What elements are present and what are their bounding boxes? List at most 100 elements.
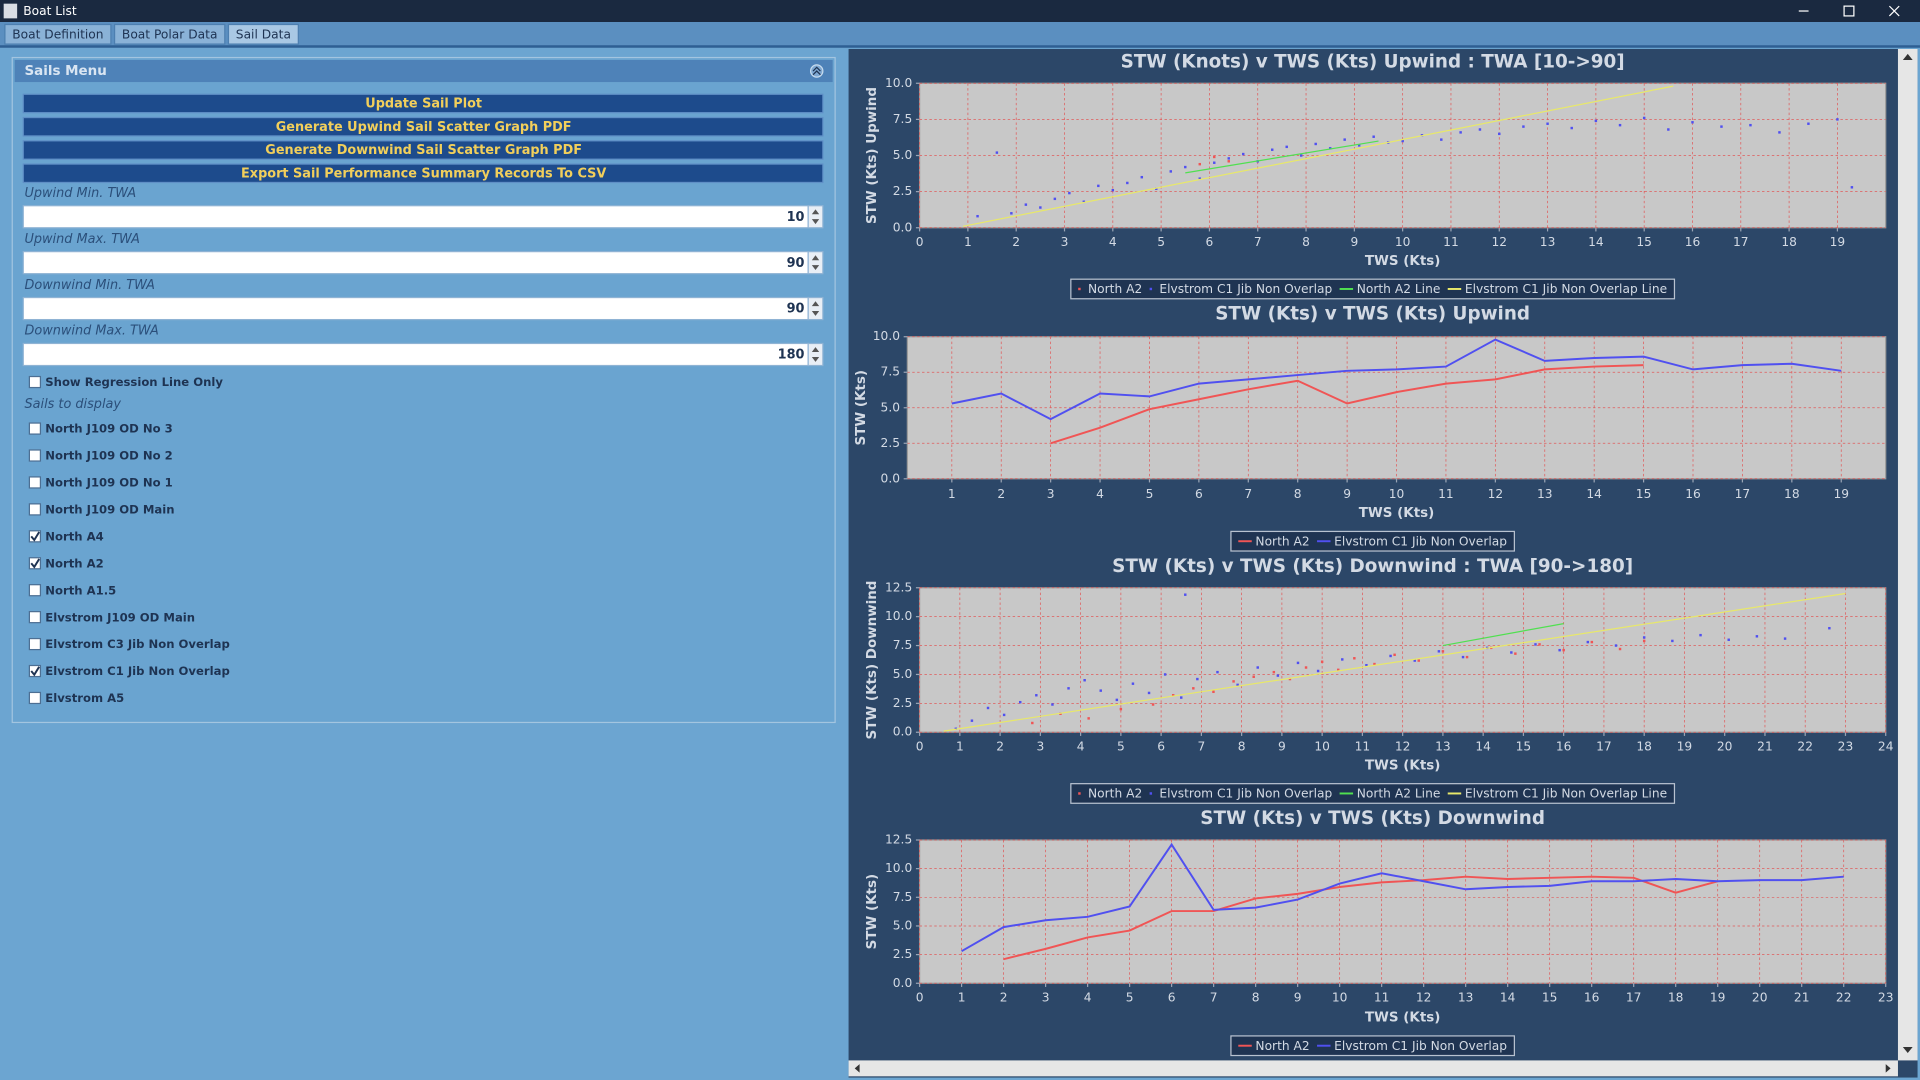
scatter-point xyxy=(1534,643,1537,646)
scatter-point xyxy=(1720,125,1723,128)
legend-label: Elvstrom C1 Jib Non Overlap xyxy=(1159,787,1332,801)
checkbox[interactable] xyxy=(28,611,42,624)
scatter-point xyxy=(1099,689,1102,692)
number-field[interactable] xyxy=(22,296,809,321)
scatter-point xyxy=(1755,635,1759,638)
x-tick-label: 11 xyxy=(1443,235,1459,249)
legend xyxy=(1070,783,1676,804)
menu-button-label: Generate Downwind Sail Scatter Graph PDF xyxy=(265,143,582,158)
checkbox[interactable] xyxy=(28,422,42,435)
scatter-point xyxy=(1478,128,1482,131)
tab[interactable] xyxy=(227,23,299,45)
legend-label: North A2 xyxy=(1255,534,1309,548)
x-tick-label: 1 xyxy=(948,487,956,501)
checkbox[interactable] xyxy=(28,530,42,543)
y-axis-label: STW (Kts) Downwind xyxy=(865,581,880,740)
x-tick-label: 17 xyxy=(1733,235,1749,249)
menu-button[interactable] xyxy=(22,93,824,114)
tab[interactable] xyxy=(113,23,226,45)
x-tick-label: 6 xyxy=(1168,990,1176,1004)
number-field[interactable] xyxy=(22,205,809,229)
title-bar xyxy=(0,0,1920,23)
scatter-point xyxy=(1068,191,1071,195)
spinner[interactable] xyxy=(807,342,824,367)
sail-option-label: North A2 xyxy=(45,556,103,570)
checkbox[interactable] xyxy=(28,664,42,678)
tab[interactable] xyxy=(4,23,112,45)
checkbox[interactable] xyxy=(28,637,42,651)
checkbox[interactable] xyxy=(28,375,42,389)
scatter-point xyxy=(1285,145,1288,149)
number-field[interactable] xyxy=(22,251,809,275)
restore-button[interactable] xyxy=(1843,5,1855,17)
checkbox[interactable] xyxy=(28,557,42,570)
x-tick-label: 20 xyxy=(1717,739,1733,753)
x-tick-label: 3 xyxy=(1061,235,1069,249)
x-tick-label: 17 xyxy=(1735,487,1751,501)
checkbox[interactable] xyxy=(28,691,42,705)
y-axis-label: STW (Kts) Upwind xyxy=(865,87,880,224)
checkbox[interactable] xyxy=(28,449,42,462)
x-tick-label: 12 xyxy=(1488,487,1504,501)
field-label: Upwind Max. TWA xyxy=(24,232,139,247)
x-tick-label: 6 xyxy=(1195,487,1203,501)
close-button[interactable] xyxy=(1888,5,1900,17)
menu-button[interactable] xyxy=(22,140,824,160)
scatter-point xyxy=(1276,674,1280,677)
menu-button[interactable] xyxy=(22,163,824,184)
checkbox-label: Show Regression Line Only xyxy=(45,375,223,389)
scatter-point xyxy=(1299,154,1303,157)
sail-option-label: Elvstrom C1 Jib Non Overlap xyxy=(45,664,229,678)
number-field[interactable] xyxy=(22,342,809,367)
scatter-point xyxy=(1341,658,1344,661)
scatter-point xyxy=(976,214,979,218)
x-tick-label: 15 xyxy=(1636,235,1652,249)
horizontal-scrollbar[interactable] xyxy=(848,1060,1898,1077)
x-tick-label: 10 xyxy=(1395,235,1411,249)
vertical-scrollbar[interactable] xyxy=(1897,48,1918,1061)
x-tick-label: 10 xyxy=(1332,990,1348,1004)
scatter-point xyxy=(1035,694,1038,697)
x-axis-label: TWS (Kts) xyxy=(1359,506,1435,521)
scatter-point xyxy=(1558,648,1561,652)
scatter-point xyxy=(1671,639,1674,643)
x-tick-label: 4 xyxy=(1077,739,1085,753)
scatter-point xyxy=(1461,655,1465,659)
spinner-arrows xyxy=(811,347,820,362)
scatter-point xyxy=(1522,125,1525,128)
scatter-point xyxy=(1642,639,1646,643)
x-tick-label: 8 xyxy=(1294,487,1302,501)
scatter-point xyxy=(1067,687,1070,690)
scatter-point xyxy=(1459,131,1462,134)
scatter-point xyxy=(1642,636,1646,639)
spinner[interactable] xyxy=(807,251,824,275)
x-tick-label: 18 xyxy=(1784,487,1800,501)
x-tick-label: 12 xyxy=(1491,235,1507,249)
legend-symbol xyxy=(1078,792,1081,795)
menu-button[interactable] xyxy=(22,116,824,137)
scatter-point xyxy=(1314,142,1317,146)
scatter-point xyxy=(1498,132,1501,136)
scatter-point xyxy=(1147,691,1151,695)
x-tick-label: 24 xyxy=(1878,739,1894,753)
scatter-point xyxy=(1618,123,1622,127)
x-tick-label: 8 xyxy=(1238,739,1246,753)
checkbox[interactable] xyxy=(28,503,42,516)
scatter-point xyxy=(1184,165,1187,169)
scatter-point xyxy=(1171,694,1175,697)
legend-label: Elvstrom C1 Jib Non Overlap xyxy=(1159,282,1332,296)
checkbox[interactable] xyxy=(28,584,42,597)
x-tick-label: 11 xyxy=(1355,739,1371,753)
scatter-point xyxy=(986,706,990,710)
spinner[interactable] xyxy=(807,296,824,321)
scatter-point xyxy=(1288,677,1292,681)
collapse-icon xyxy=(812,66,821,76)
checkbox[interactable] xyxy=(28,476,42,489)
legend-label: North A2 xyxy=(1255,1039,1309,1053)
spinner[interactable] xyxy=(807,205,824,229)
legend-label: North A2 Line xyxy=(1357,787,1441,801)
series-line xyxy=(1050,364,1644,445)
scatter-point xyxy=(1242,152,1245,156)
plot-area xyxy=(918,839,1887,984)
scatter-point xyxy=(1296,661,1300,665)
